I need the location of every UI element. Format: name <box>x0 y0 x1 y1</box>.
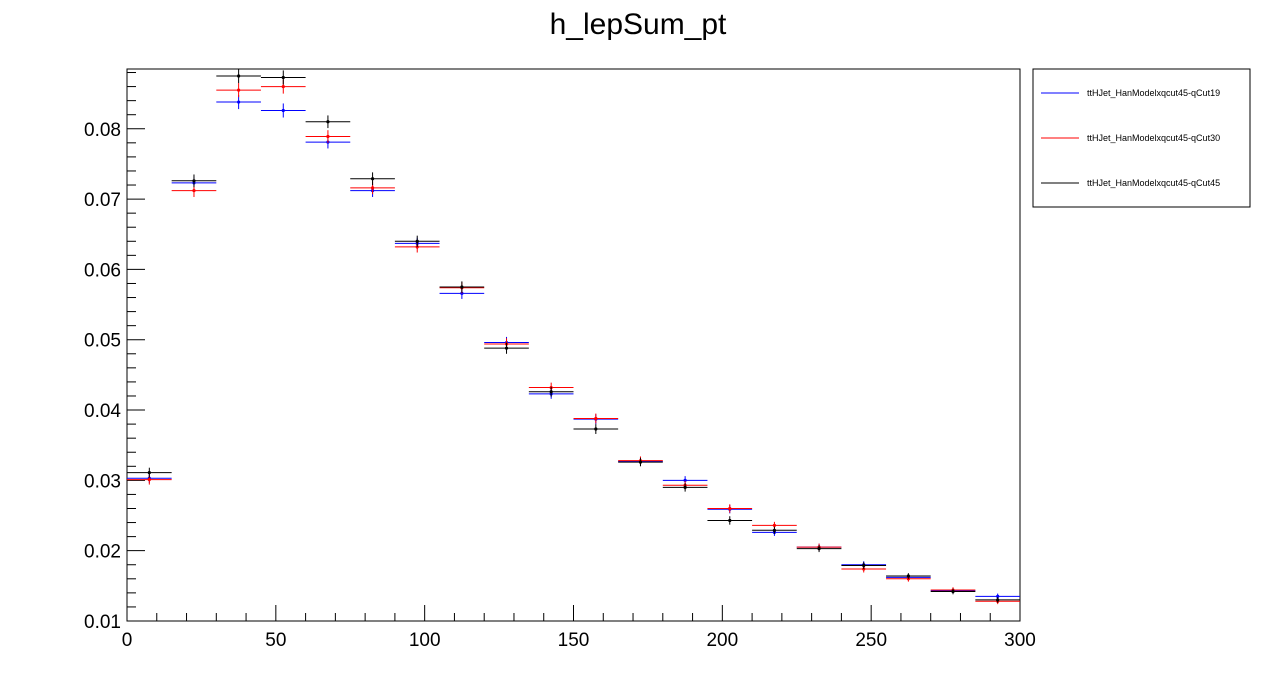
marker <box>147 478 151 482</box>
data-point <box>127 467 172 478</box>
data-point <box>350 172 395 186</box>
data-point <box>216 95 261 110</box>
marker <box>504 346 509 350</box>
marker <box>594 427 598 431</box>
data-point <box>305 115 351 129</box>
data-point <box>573 424 619 434</box>
marker <box>996 594 1000 598</box>
marker <box>281 108 285 113</box>
series-layer <box>127 69 1020 605</box>
series-2 <box>127 79 1020 605</box>
marker <box>951 589 955 594</box>
data-point <box>752 526 797 534</box>
marker <box>415 239 419 243</box>
data-point <box>841 561 887 569</box>
data-point <box>796 545 842 553</box>
marker <box>772 528 777 532</box>
chart-title: h_lepSum_pt <box>550 8 727 41</box>
x-tick-label: 250 <box>855 630 887 651</box>
legend-label: ttHJet_HanModelxqcut45-qCut30 <box>1087 133 1220 143</box>
data-point <box>216 83 261 98</box>
marker <box>281 84 285 89</box>
legend-label: ttHJet_HanModelxqcut45-qCut45 <box>1087 178 1220 188</box>
marker <box>728 506 732 511</box>
marker <box>192 179 196 183</box>
data-point <box>707 504 753 513</box>
x-axis: 0 50 100 150 200 250 300 <box>122 605 1036 651</box>
series-1 <box>127 95 1020 600</box>
marker <box>370 177 375 181</box>
data-point <box>260 70 306 85</box>
marker <box>460 285 464 289</box>
data-point <box>439 281 485 293</box>
data-point <box>260 103 306 118</box>
marker <box>638 460 643 464</box>
x-tick-label: 100 <box>409 630 441 651</box>
marker <box>549 390 553 394</box>
marker <box>862 563 866 568</box>
data-point <box>618 457 663 467</box>
y-tick-label: 0.06 <box>84 260 121 281</box>
x-tick-label: 200 <box>706 630 738 651</box>
data-point <box>305 130 351 143</box>
marker <box>772 523 777 527</box>
data-point <box>975 597 1020 603</box>
legend: ttHJet_HanModelxqcut45-qCut19 ttHJet_HanM… <box>1032 68 1251 208</box>
data-point <box>528 386 574 397</box>
y-tick-label: 0.07 <box>84 190 121 211</box>
data-point <box>394 235 440 247</box>
marker <box>728 518 732 523</box>
marker <box>594 416 598 421</box>
marker <box>683 478 687 482</box>
x-tick-label: 50 <box>265 630 286 651</box>
plot-area <box>126 68 1021 622</box>
data-point <box>573 413 619 424</box>
data-point <box>707 516 753 525</box>
data-point <box>886 573 931 579</box>
legend-item: ttHJet_HanModelxqcut45-qCut19 <box>1041 88 1220 98</box>
data-point <box>171 174 217 188</box>
marker <box>683 485 687 489</box>
marker <box>281 75 285 80</box>
marker <box>237 74 241 78</box>
series-3 <box>127 69 1020 603</box>
marker <box>237 100 241 104</box>
x-tick-label: 0 <box>122 630 133 651</box>
y-tick-label: 0.01 <box>84 612 121 633</box>
data-point <box>216 69 261 84</box>
y-tick-label: 0.08 <box>84 120 121 141</box>
y-tick-label: 0.02 <box>84 542 121 563</box>
y-tick-label: 0.05 <box>84 331 121 352</box>
marker <box>906 577 910 581</box>
marker <box>817 546 821 551</box>
marker <box>996 598 1000 602</box>
legend-item: ttHJet_HanModelxqcut45-qCut45 <box>1041 178 1220 188</box>
x-tick-label: 150 <box>558 630 590 651</box>
y-tick-label: 0.03 <box>84 471 121 492</box>
data-point <box>484 342 529 354</box>
y-axis: 0.01 0.02 0.03 0.04 0.05 0.06 0.07 0.08 <box>84 72 145 633</box>
data-point <box>171 184 217 197</box>
marker <box>147 471 151 475</box>
marker <box>326 120 330 124</box>
y-tick-label: 0.04 <box>84 401 121 422</box>
marker <box>370 186 375 190</box>
marker <box>326 134 330 139</box>
legend-label: ttHJet_HanModelxqcut45-qCut19 <box>1087 88 1220 98</box>
marker <box>237 88 241 92</box>
x-tick-label: 300 <box>1004 630 1036 651</box>
plot-frame <box>126 68 1021 622</box>
data-point <box>930 588 976 595</box>
marker <box>906 574 910 578</box>
data-point <box>662 483 708 492</box>
legend-item: ttHJet_HanModelxqcut45-qCut30 <box>1041 133 1220 143</box>
marker <box>192 189 196 193</box>
